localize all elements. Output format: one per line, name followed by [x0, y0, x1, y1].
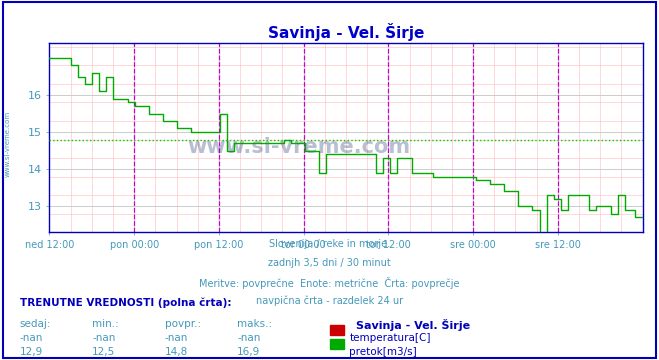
Text: povpr.:: povpr.: — [165, 319, 201, 329]
Text: www.si-vreme.com: www.si-vreme.com — [5, 111, 11, 177]
Title: Savinja - Vel. Širje: Savinja - Vel. Širje — [268, 23, 424, 41]
Text: 16,9: 16,9 — [237, 347, 260, 357]
Text: -nan: -nan — [20, 333, 43, 343]
Text: TRENUTNE VREDNOSTI (polna črta):: TRENUTNE VREDNOSTI (polna črta): — [20, 297, 231, 307]
Text: www.si-vreme.com: www.si-vreme.com — [187, 137, 410, 157]
Text: temperatura[C]: temperatura[C] — [349, 333, 431, 343]
Text: pretok[m3/s]: pretok[m3/s] — [349, 347, 417, 357]
Text: -nan: -nan — [165, 333, 188, 343]
Text: 14,8: 14,8 — [165, 347, 188, 357]
Text: -nan: -nan — [237, 333, 260, 343]
Text: -nan: -nan — [92, 333, 115, 343]
Text: zadnjh 3,5 dni / 30 minut: zadnjh 3,5 dni / 30 minut — [268, 258, 391, 268]
Text: 12,5: 12,5 — [92, 347, 115, 357]
Text: Meritve: povprečne  Enote: metrične  Črta: povprečje: Meritve: povprečne Enote: metrične Črta:… — [199, 277, 460, 289]
Text: Savinja - Vel. Širje: Savinja - Vel. Širje — [356, 319, 470, 330]
Text: sedaj:: sedaj: — [20, 319, 51, 329]
Text: maks.:: maks.: — [237, 319, 272, 329]
Text: navpična črta - razdelek 24 ur: navpična črta - razdelek 24 ur — [256, 296, 403, 306]
Text: min.:: min.: — [92, 319, 119, 329]
Text: Slovenija / reke in morje.: Slovenija / reke in morje. — [269, 239, 390, 249]
Text: 12,9: 12,9 — [20, 347, 43, 357]
